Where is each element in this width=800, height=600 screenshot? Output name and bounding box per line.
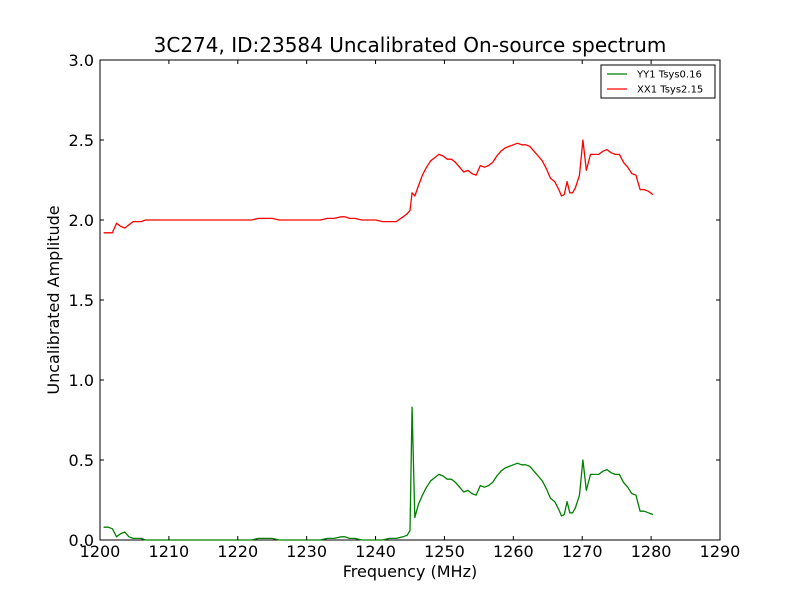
x-tick-label-8: 1280 xyxy=(631,542,672,561)
ticks-layer: 1200 1210 1220 1230 1240 1250 1260 1270 1280 1290… xyxy=(69,51,741,561)
x-tick-label-0: 1200 xyxy=(80,542,121,561)
plot-frame xyxy=(99,59,721,541)
legend-box xyxy=(600,64,716,99)
y-tick-label-2: 1.0 xyxy=(69,371,94,390)
plot-area xyxy=(99,59,721,541)
series-line-1 xyxy=(103,139,654,234)
x-tick-label-5: 1250 xyxy=(424,542,465,561)
x-axis-label: Frequency (MHz) xyxy=(343,562,477,581)
x-tick-label-1: 1210 xyxy=(149,542,190,561)
x-tick-label-4: 1240 xyxy=(355,542,396,561)
legend-label-xx1: XX1 Tsys2.15 xyxy=(637,85,703,96)
y-tick-label-4: 2.0 xyxy=(69,211,94,230)
x-tick-label-2: 1220 xyxy=(217,542,258,561)
x-tick-label-6: 1260 xyxy=(493,542,534,561)
x-tick-label-7: 1270 xyxy=(562,542,603,561)
y-tick-label-0: 0.0 xyxy=(69,531,94,550)
y-tick-label-3: 1.5 xyxy=(69,291,94,310)
legend-label-yy1: YY1 Tsys0.16 xyxy=(636,70,702,81)
y-tick-label-5: 2.5 xyxy=(69,131,94,150)
y-tick-label-6: 3.0 xyxy=(69,51,94,70)
y-axis-label: Uncalibrated Amplitude xyxy=(44,205,63,394)
chart-title: 3C274, ID:23584 Uncalibrated On-source s… xyxy=(154,33,667,57)
x-tick-label-9: 1290 xyxy=(700,542,741,561)
series-line-0 xyxy=(103,406,654,541)
series-layer xyxy=(103,139,654,541)
x-tick-label-3: 1230 xyxy=(286,542,327,561)
y-tick-label-1: 0.5 xyxy=(69,451,94,470)
legend: YY1 Tsys0.16 XX1 Tsys2.15 xyxy=(600,64,716,99)
